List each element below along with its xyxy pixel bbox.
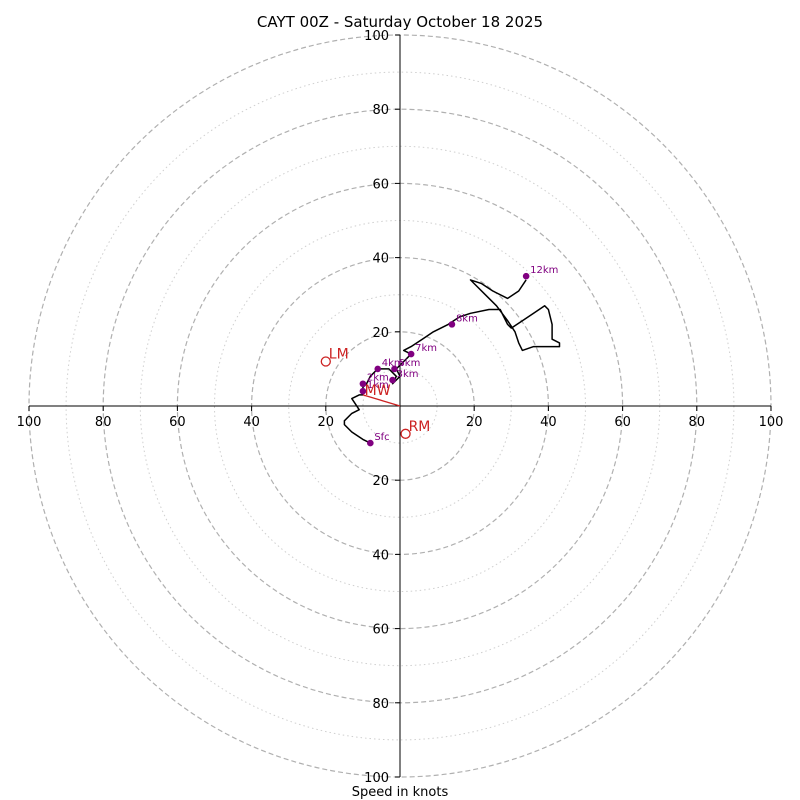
x-tick-label: 100 [759,415,784,430]
hodograph-line [343,279,561,444]
mean-wind-line [362,394,401,407]
x-tick-label: 20 [466,415,483,430]
y-tick-label: 20 [372,326,389,341]
y-tick-label: 60 [372,177,389,192]
storm-label-rm: RM [409,419,431,435]
height-label-12km: 12km [530,265,558,276]
height-label-sfc: Sfc [374,432,389,443]
y-tick-label: 100 [364,771,389,786]
y-tick-label: 60 [372,623,389,638]
height-label-1km: 1km [367,380,389,391]
tick-labels: 100 100 100 100 80 80 80 80 60 60 60 60 40 40 40 40 20 20… [17,29,784,786]
x-tick-label: 80 [689,415,706,430]
storm-label-lm: LM [329,346,349,362]
x-tick-label: 40 [243,415,260,430]
height-label-2km: 2km [367,373,389,384]
x-tick-label: 60 [614,415,631,430]
y-tick-label: 100 [364,29,389,44]
height-label-8km: 8km [456,313,478,324]
chart-title: CAYT 00Z - Saturday October 18 2025 [257,13,543,31]
height-label-3km: 3km [397,369,419,380]
height-marker-4km [374,365,382,373]
height-label-7km: 7km [415,343,437,354]
y-tick-label: 40 [372,252,389,267]
height-label-4km: 4km [382,358,404,369]
x-tick-label: 20 [318,415,335,430]
height-marker-3km [389,376,396,384]
storm-marker-lm [320,356,331,367]
y-tick-label: 80 [372,103,389,118]
y-tick-label: 80 [372,697,389,712]
height-marker-1km [359,387,367,395]
y-tick-label: 40 [372,548,389,563]
height-marker-8km [448,321,456,328]
height-marker-6km [391,365,398,373]
height-marker-12km [522,272,530,280]
x-tick-label: 80 [95,415,112,430]
hodograph-trace [343,279,561,444]
x-axis-label: Speed in knots [352,785,449,800]
height-marker-2km [359,380,367,388]
storm-marker-rm [400,428,411,439]
storm-motion-markers: LM RM MW [320,346,431,439]
height-marker-7km [407,350,415,358]
x-tick-label: 100 [17,415,42,430]
height-label-6km: 6km [398,358,420,369]
y-tick-label: 20 [372,474,389,489]
height-marker-sfc [367,439,374,447]
mean-wind-label: MW [365,383,391,399]
x-tick-label: 40 [540,415,557,430]
x-tick-label: 60 [169,415,186,430]
